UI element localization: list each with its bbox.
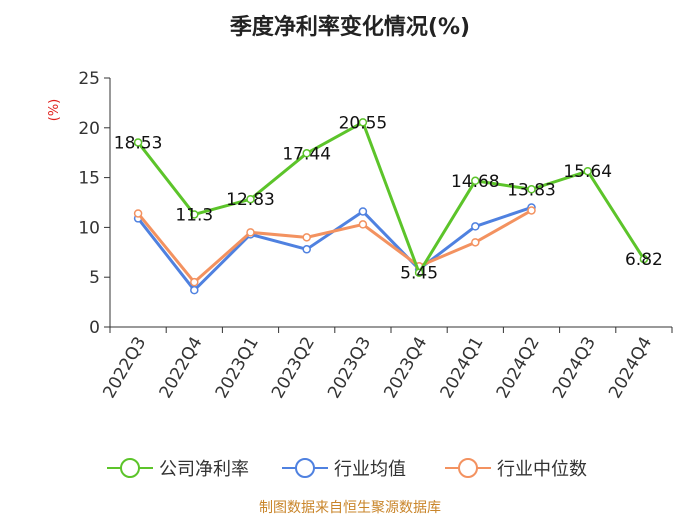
- data-point: [358, 220, 368, 229]
- y-tick-label: 5: [89, 268, 100, 288]
- data-label: 17.44: [282, 144, 331, 164]
- data-label: 6.82: [625, 250, 663, 270]
- y-tick-label: 0: [89, 318, 100, 338]
- x-tick-label: 2024Q3: [549, 334, 600, 402]
- data-point: [471, 238, 480, 247]
- data-label: 18.53: [114, 133, 163, 153]
- data-point: [190, 210, 199, 219]
- y-axis-unit: (%): [47, 99, 62, 122]
- data-point: [639, 254, 649, 264]
- data-label: 20.55: [339, 113, 388, 133]
- source-note: 制图数据来自恒生聚源数据库: [259, 500, 441, 516]
- data-point: [133, 138, 143, 147]
- series-line: [136, 209, 533, 284]
- data-point: [190, 277, 199, 287]
- x-tick-label: 2024Q1: [437, 334, 488, 402]
- data-point: [246, 228, 255, 237]
- data-point: [471, 176, 480, 186]
- data-point: [190, 285, 199, 295]
- x-tick-label: 2023Q1: [212, 334, 263, 402]
- legend-label: 公司净利率: [159, 459, 249, 480]
- x-tick-label: 2024Q2: [493, 334, 544, 402]
- x-tick-label: 2023Q4: [380, 334, 431, 402]
- x-tick-label: 2023Q3: [324, 334, 375, 402]
- legend-label: 行业均值: [334, 459, 406, 480]
- data-point: [583, 166, 592, 176]
- data-point: [302, 245, 311, 254]
- legend-marker: [120, 458, 140, 478]
- y-tick-label: 25: [78, 69, 100, 89]
- y-tick-label: 15: [78, 169, 100, 189]
- data-point: [527, 206, 536, 215]
- data-point: [471, 222, 480, 231]
- data-point: [302, 149, 311, 158]
- x-tick-label: 2024Q4: [605, 334, 656, 402]
- series-layer: [133, 118, 649, 295]
- data-label: 14.68: [451, 172, 500, 192]
- data-point: [133, 209, 143, 218]
- data-point: [246, 194, 255, 204]
- series-line: [136, 120, 646, 275]
- data-point: [527, 185, 536, 194]
- data-label: 13.83: [507, 180, 556, 200]
- x-tick-label: 2022Q3: [99, 334, 150, 402]
- legend-marker: [295, 458, 315, 478]
- data-label: 12.83: [226, 190, 275, 210]
- x-tick-label: 2023Q2: [268, 334, 319, 402]
- data-label: 15.64: [563, 162, 612, 182]
- data-point: [302, 233, 311, 242]
- data-label: 11.3: [175, 205, 213, 225]
- data-point: [358, 118, 368, 127]
- legend-label: 行业中位数: [497, 459, 587, 480]
- x-tick-label: 2022Q4: [156, 334, 207, 402]
- legend-marker: [458, 458, 478, 478]
- y-tick-label: 20: [78, 119, 100, 139]
- y-tick-label: 10: [78, 218, 100, 238]
- chart-title: 季度净利率变化情况(%): [230, 14, 470, 40]
- data-point: [358, 207, 368, 216]
- data-point: [414, 268, 424, 277]
- legend: 公司净利率 行业均值 行业中位数: [107, 458, 587, 480]
- data-labels: 18.53 11.3 12.83 17.44 20.55 5.45 14.68 13.83 15…: [114, 113, 663, 283]
- data-label: 5.45: [400, 264, 438, 284]
